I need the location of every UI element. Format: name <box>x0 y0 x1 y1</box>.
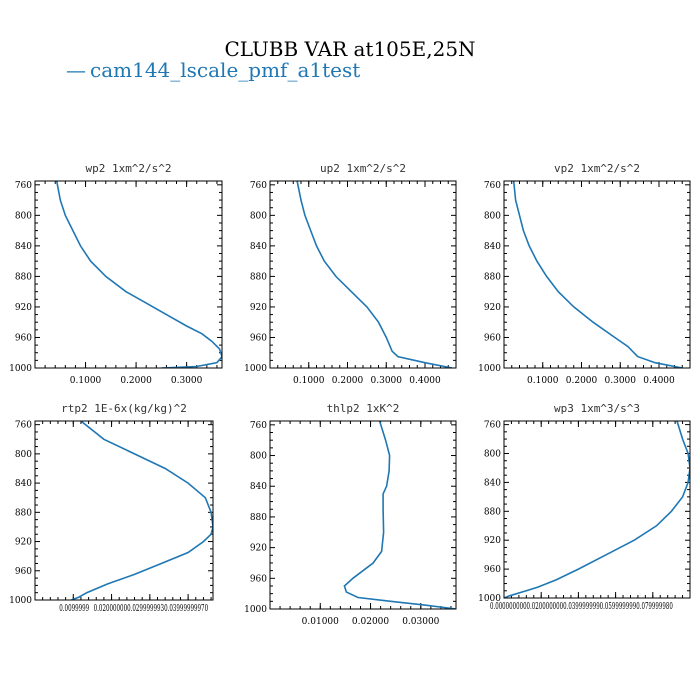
y-tick-label: 960 <box>250 333 267 343</box>
x-tick-labels: 0.0000000000.0200000000.0399999990.05999… <box>490 602 673 612</box>
legend-label: cam144_lscale_pmf_a1test <box>90 58 360 82</box>
y-tick-label: 840 <box>250 482 267 492</box>
y-tick-label: 1000 <box>9 596 32 606</box>
series-line <box>296 181 453 368</box>
x-tick-label: 0.1000 <box>293 376 325 386</box>
panel-6: wp3 1xm^3/s^3 760 800 840 880 920 960 10000.000… <box>478 402 691 612</box>
series-line <box>71 421 213 600</box>
legend: — cam144_lscale_pmf_a1test <box>66 58 360 82</box>
y-tick-label: 840 <box>15 479 32 489</box>
x-tick-label: 0.3000 <box>371 376 403 386</box>
y-tick-label: 840 <box>484 478 501 488</box>
y-tick-label: 800 <box>484 450 501 460</box>
plot-frame <box>503 420 691 599</box>
x-tick-labels: 0.00999990.020000000.0299999930.0399999… <box>59 604 208 614</box>
y-tick-label: 800 <box>15 211 32 221</box>
x-tick-label: 0.2000 <box>120 376 152 386</box>
y-tick-label: 760 <box>250 421 267 431</box>
x-tick-label: 0.3000 <box>605 376 637 386</box>
y-tick-label: 760 <box>484 421 501 431</box>
panel-title: wp3 1xm^3/s^3 <box>554 402 640 415</box>
plot-frame <box>269 180 457 369</box>
y-tick-label: 800 <box>250 452 267 462</box>
y-tick-label: 1000 <box>478 594 501 604</box>
x-tick-label: 0.02000 <box>352 617 389 627</box>
y-tick-label: 960 <box>484 333 501 343</box>
series-line <box>55 181 222 368</box>
y-tick-label: 920 <box>250 303 267 313</box>
x-tick-label: 0.2000 <box>566 376 598 386</box>
y-tick-label: 1000 <box>244 605 267 615</box>
y-tick-label: 760 <box>15 421 32 431</box>
y-tick-label: 920 <box>15 303 32 313</box>
y-tick-label: 960 <box>250 574 267 584</box>
panel-title: wp2 1xm^2/s^2 <box>85 162 171 175</box>
y-tick-label: 920 <box>15 538 32 548</box>
panel-title: thlp2 1xK^2 <box>327 402 400 415</box>
panel-2: up2 1xm^2/s^2 760 800 840 880 920 960 1000 0.100… <box>244 162 457 386</box>
y-tick-label: 880 <box>250 513 267 523</box>
y-tick-label: 840 <box>250 242 267 252</box>
x-tick-label: 0.1000 <box>70 376 102 386</box>
x-tick-label: 0.1000 <box>527 376 559 386</box>
y-tick-label: 880 <box>484 272 501 282</box>
y-tick-label: 800 <box>484 211 501 221</box>
x-tick-label: 0.2000 <box>332 376 364 386</box>
series-line <box>504 421 690 598</box>
panel-title: rtp2 1E-6x(kg/kg)^2 <box>61 402 187 415</box>
plot-frame <box>503 180 691 369</box>
panel-1: wp2 1xm^2/s^2 760 800 840 880 920 960 1000 0.100… <box>9 162 223 386</box>
panel-4: rtp2 1E-6x(kg/kg)^2 760 800 840 880 920 960 100… <box>9 402 214 614</box>
y-tick-label: 960 <box>15 333 32 343</box>
series-line <box>343 421 456 609</box>
y-tick-label: 800 <box>250 211 267 221</box>
plot-frame <box>34 420 214 601</box>
x-tick-label: 0.4000 <box>643 376 675 386</box>
y-tick-label: 960 <box>484 565 501 575</box>
x-tick-label: 0.03000 <box>402 617 439 627</box>
y-tick-label: 840 <box>15 242 32 252</box>
plot-frame <box>34 180 223 369</box>
y-tick-label: 1000 <box>9 364 32 374</box>
plot-frame <box>269 420 457 610</box>
y-tick-label: 880 <box>250 272 267 282</box>
panels: wp2 1xm^2/s^2 760 800 840 880 920 960 1000 0.100… <box>9 162 691 627</box>
legend-marker: — <box>66 58 86 82</box>
y-tick-label: 960 <box>15 567 32 577</box>
y-tick-label: 920 <box>484 303 501 313</box>
figure-title: CLUBB VAR at105E,25N <box>224 37 475 61</box>
panel-title: vp2 1xm^2/s^2 <box>554 162 640 175</box>
y-tick-label: 1000 <box>244 364 267 374</box>
panel-5: thlp2 1xK^2 760 800 840 880 920 960 1000 0.01000… <box>244 402 457 627</box>
y-tick-label: 760 <box>15 181 32 191</box>
y-tick-label: 760 <box>250 181 267 191</box>
y-tick-label: 840 <box>484 242 501 252</box>
panel-3: vp2 1xm^2/s^2 760 800 840 880 920 960 1000 0.100… <box>478 162 691 386</box>
y-tick-label: 880 <box>15 508 32 518</box>
y-tick-label: 920 <box>484 536 501 546</box>
series-line <box>512 181 683 368</box>
y-tick-label: 920 <box>250 544 267 554</box>
panel-title: up2 1xm^2/s^2 <box>320 162 406 175</box>
y-tick-label: 800 <box>15 450 32 460</box>
y-tick-label: 880 <box>484 507 501 517</box>
x-tick-label: 0.3000 <box>171 376 203 386</box>
y-tick-label: 880 <box>15 272 32 282</box>
y-tick-label: 1000 <box>478 364 501 374</box>
x-tick-label: 0.4000 <box>409 376 441 386</box>
x-tick-label: 0.01000 <box>302 617 339 627</box>
y-tick-label: 760 <box>484 181 501 191</box>
